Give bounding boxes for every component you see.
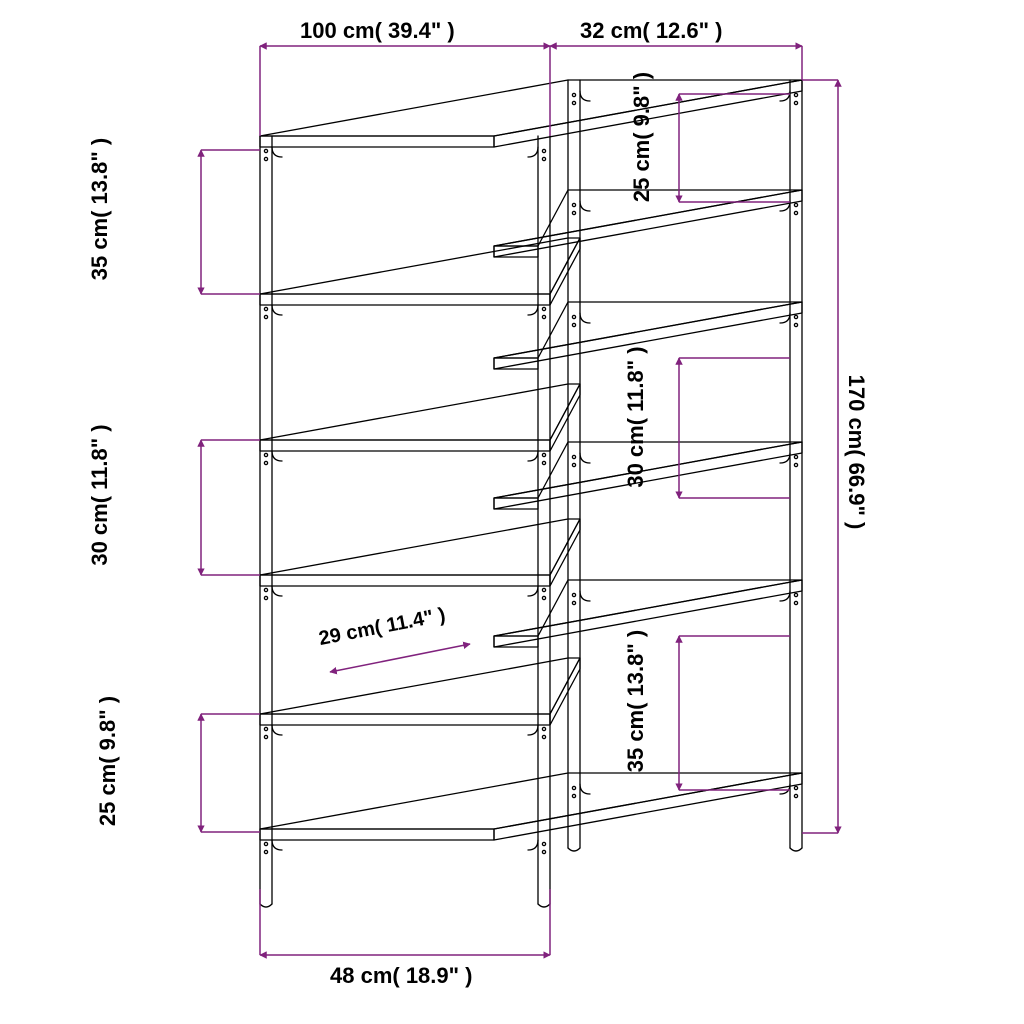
dim-depth-32: 32 cm( 12.6" ) bbox=[580, 18, 723, 44]
dimension-lines bbox=[201, 46, 838, 955]
dim-height-170: 170 cm( 66.9" ) bbox=[843, 342, 869, 562]
shelf-line-drawing bbox=[0, 0, 1024, 1024]
dim-bottom-48: 48 cm( 18.9" ) bbox=[330, 963, 473, 989]
dim-right-30: 30 cm( 11.8" ) bbox=[623, 327, 649, 507]
dim-left-35: 35 cm( 13.8" ) bbox=[87, 119, 113, 299]
dim-width-100: 100 cm( 39.4" ) bbox=[300, 18, 455, 44]
diagram-stage: 100 cm( 39.4" ) 32 cm( 12.6" ) 48 cm( 18.9… bbox=[0, 0, 1024, 1024]
dim-left-25: 25 cm( 9.8" ) bbox=[95, 671, 121, 851]
shelf-structure bbox=[260, 80, 802, 907]
dim-right-25: 25 cm( 9.8" ) bbox=[629, 47, 655, 227]
dim-left-30: 30 cm( 11.8" ) bbox=[87, 405, 113, 585]
dim-right-35: 35 cm( 13.8" ) bbox=[623, 611, 649, 791]
